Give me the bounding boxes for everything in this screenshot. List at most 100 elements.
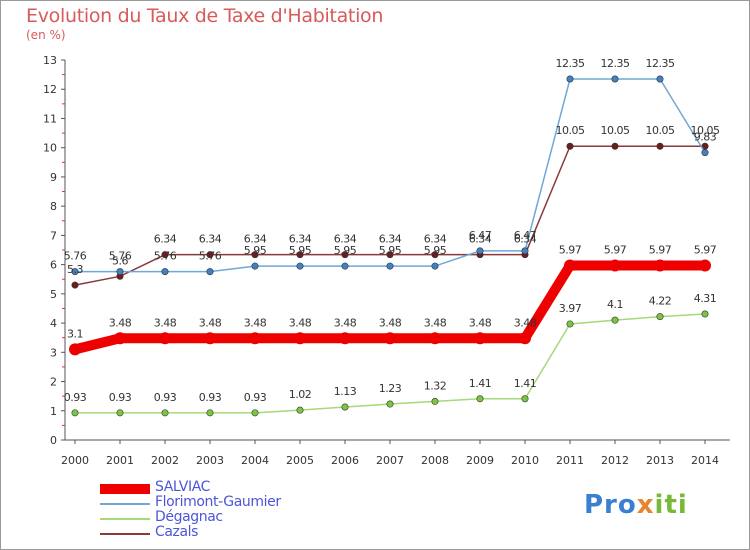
x-tick-label: 2001 [106,454,134,467]
data-label: 12.35 [556,57,585,70]
data-label: 5.76 [199,250,222,263]
data-label: 0.93 [109,391,132,404]
data-point [656,142,664,150]
legend-label-degagnac: Dégagnac [155,509,223,525]
data-point [519,332,531,345]
x-tick-label: 2009 [466,454,494,467]
y-tick-label: 10 [43,142,57,155]
legend-item-florimont-gaumier: Florimont-Gaumier [100,494,360,511]
data-point [251,262,259,270]
data-label: 6.34 [514,233,537,246]
data-point [566,75,574,83]
data-label: 1.41 [469,377,492,390]
data-label: 3.48 [469,316,492,329]
data-label: 10.05 [556,124,585,137]
data-point [249,332,261,345]
data-label: 4.22 [649,295,672,308]
data-label: 6.34 [244,233,267,246]
data-label: 6.47 [469,229,492,242]
legend-swatch-degagnac [100,518,150,520]
data-point [384,332,396,345]
legend-item-salviac: SALVIAC [100,479,360,496]
y-tick-label: 4 [50,317,57,330]
data-label: 1.41 [514,377,537,390]
data-label: 10.05 [601,124,630,137]
data-label: 3.48 [424,316,447,329]
data-point [701,149,709,157]
data-label: 3.48 [109,316,132,329]
data-label: 5.76 [109,250,132,263]
data-point [339,332,351,345]
x-tick-label: 2006 [331,454,359,467]
data-label: 4.1 [607,298,623,311]
data-label: 0.93 [199,391,222,404]
legend-swatch-cazals [100,533,150,535]
data-point [521,395,529,403]
data-point [206,251,214,259]
data-label: 10.05 [646,124,675,137]
data-point [159,332,171,345]
data-point [251,251,259,259]
data-point [431,397,439,405]
data-point [161,409,169,417]
data-point [296,251,304,259]
data-point [341,403,349,411]
data-point [476,247,484,255]
x-tick-label: 2010 [511,454,539,467]
data-label: 3.48 [334,316,357,329]
data-point [431,262,439,270]
data-label: 3.48 [514,316,537,329]
chart-title: Evolution du Taux de Taxe d'Habitation [26,5,384,27]
y-tick-label: 2 [50,376,57,389]
x-tick-label: 2000 [61,454,89,467]
data-point [116,268,124,276]
data-point [116,409,124,417]
data-label: 5.6 [112,254,128,267]
x-tick-label: 2012 [601,454,629,467]
data-label: 6.34 [334,233,357,246]
data-point [611,316,619,324]
data-label: 12.35 [601,57,630,70]
data-label: 5.95 [424,244,447,257]
data-label: 5.95 [334,244,357,257]
data-point [701,310,709,318]
x-tick-label: 2008 [421,454,449,467]
data-point [386,262,394,270]
data-label: 12.35 [646,57,675,70]
legend-label-salviac: SALVIAC [155,479,210,495]
x-tick-label: 2013 [646,454,674,467]
data-label: 6.34 [469,233,492,246]
data-label: 3.48 [289,316,312,329]
y-tick-label: 6 [50,259,57,272]
data-label: 6.34 [289,233,312,246]
data-label: 3.48 [154,316,177,329]
data-point [71,268,79,276]
legend-item-cazals: Cazals [100,524,360,541]
legend-item-degagnac: Dégagnac [100,509,360,526]
data-point [699,259,711,272]
data-label: 0.93 [244,391,267,404]
data-label: 1.23 [379,382,402,395]
data-label: 3.48 [244,316,267,329]
data-label: 5.76 [154,250,177,263]
data-point [71,281,79,289]
data-point [114,332,126,345]
data-point [294,332,306,345]
data-point [611,75,619,83]
data-point [521,247,529,255]
data-point [566,320,574,328]
data-point [206,409,214,417]
data-point [564,259,576,272]
data-label: 5.97 [694,243,717,256]
data-point [656,313,664,321]
y-tick-label: 8 [50,200,57,213]
data-label: 5.95 [244,244,267,257]
proxiti-logo: Proxiti [584,490,688,520]
data-point [386,251,394,259]
data-label: 5.3 [67,263,83,276]
data-label: 6.34 [379,233,402,246]
data-point [71,409,79,417]
legend-label-florimont-gaumier: Florimont-Gaumier [155,494,281,510]
y-tick-label: 5 [50,288,57,301]
